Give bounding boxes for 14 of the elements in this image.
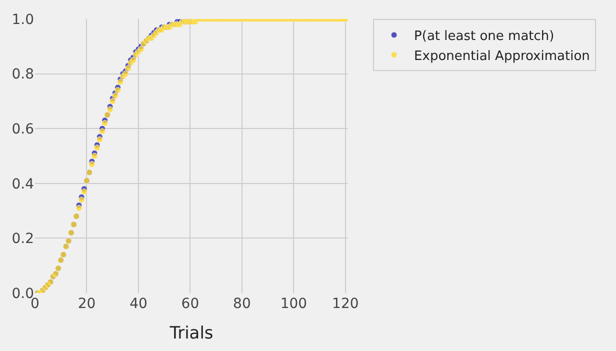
legend-label: P(at least one match) bbox=[414, 29, 554, 44]
x-tick-label: 80 bbox=[233, 296, 251, 312]
y-tick-label: 0.6 bbox=[12, 122, 34, 138]
x-tick-label: 20 bbox=[78, 296, 96, 312]
y-tick-label: 0.8 bbox=[12, 66, 34, 83]
x-tick-label: 60 bbox=[181, 296, 200, 312]
x-tick-label: 120 bbox=[332, 296, 359, 312]
y-tick-label: 0.2 bbox=[12, 231, 34, 248]
x-axis-title: Trials bbox=[168, 323, 214, 344]
x-tick-label: 100 bbox=[280, 296, 308, 312]
y-tick-label: 1.0 bbox=[12, 12, 34, 28]
legend-label: Exponential Approximation bbox=[414, 48, 590, 64]
x-tick-label: 40 bbox=[130, 296, 148, 312]
y-tick-label: 0.4 bbox=[12, 176, 34, 192]
